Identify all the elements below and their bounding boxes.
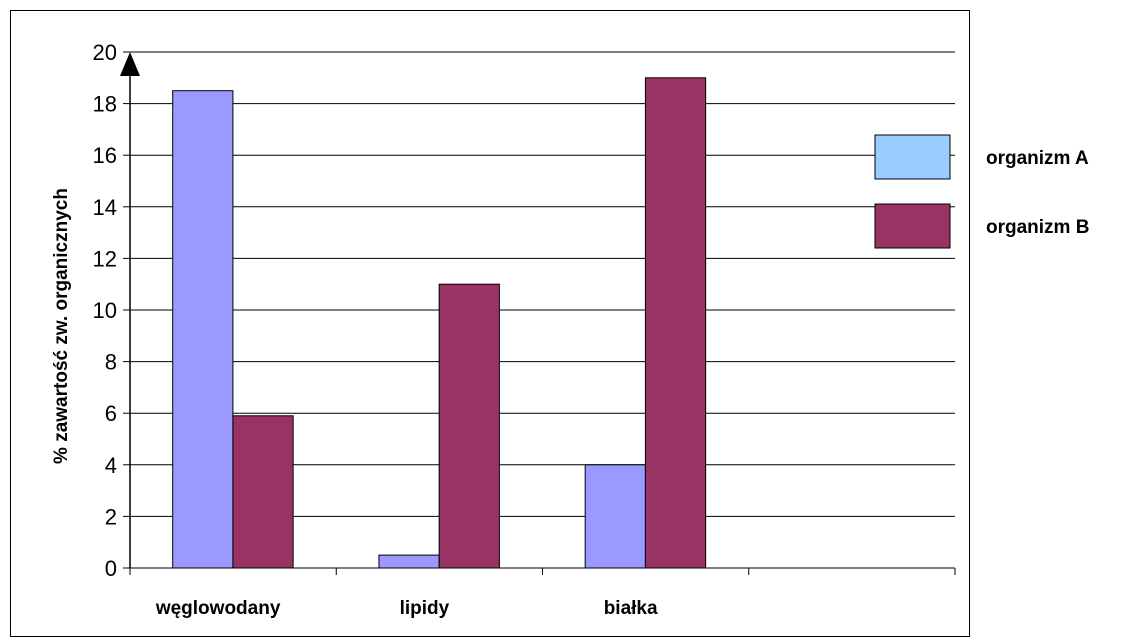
x-category-labels: węglowodany lipidy białka	[155, 598, 658, 619]
y-tick-labels: 0 2 4 6 8 10 12 14 16 18 20	[93, 40, 117, 581]
y-tick-label: 16	[93, 143, 117, 168]
bars	[172, 77, 707, 569]
legend: organizm A organizm B	[874, 134, 1089, 249]
bar-organizm-b	[644, 77, 707, 569]
y-tick-label: 0	[105, 556, 117, 581]
y-tick-label: 20	[93, 40, 117, 65]
x-category-label: lipidy	[400, 598, 450, 619]
y-tick-label: 6	[105, 401, 117, 426]
legend-swatch	[874, 203, 951, 249]
bar-organizm-b	[438, 283, 500, 569]
bar-organizm-a	[378, 554, 440, 569]
bar-organizm-a	[172, 90, 234, 569]
axes	[120, 51, 956, 575]
legend-swatch	[874, 134, 951, 180]
y-tick-label: 8	[105, 350, 117, 375]
y-tick-label: 10	[93, 298, 117, 323]
y-axis-label: % zawartość zw. organicznych	[51, 188, 72, 464]
bar-organizm-a	[584, 464, 646, 569]
legend-label: organizm B	[986, 217, 1089, 238]
y-tick-label: 2	[105, 504, 117, 529]
x-category-label: białka	[604, 598, 658, 619]
y-axis-arrow	[120, 52, 140, 76]
y-tick-label: 18	[93, 92, 117, 117]
legend-label: organizm A	[986, 148, 1089, 169]
x-category-label: węglowodany	[155, 598, 281, 619]
bar-organizm-b	[232, 415, 294, 569]
y-tick-label: 12	[93, 246, 117, 271]
y-tick-label: 14	[93, 195, 117, 220]
y-tick-label: 4	[105, 453, 117, 478]
